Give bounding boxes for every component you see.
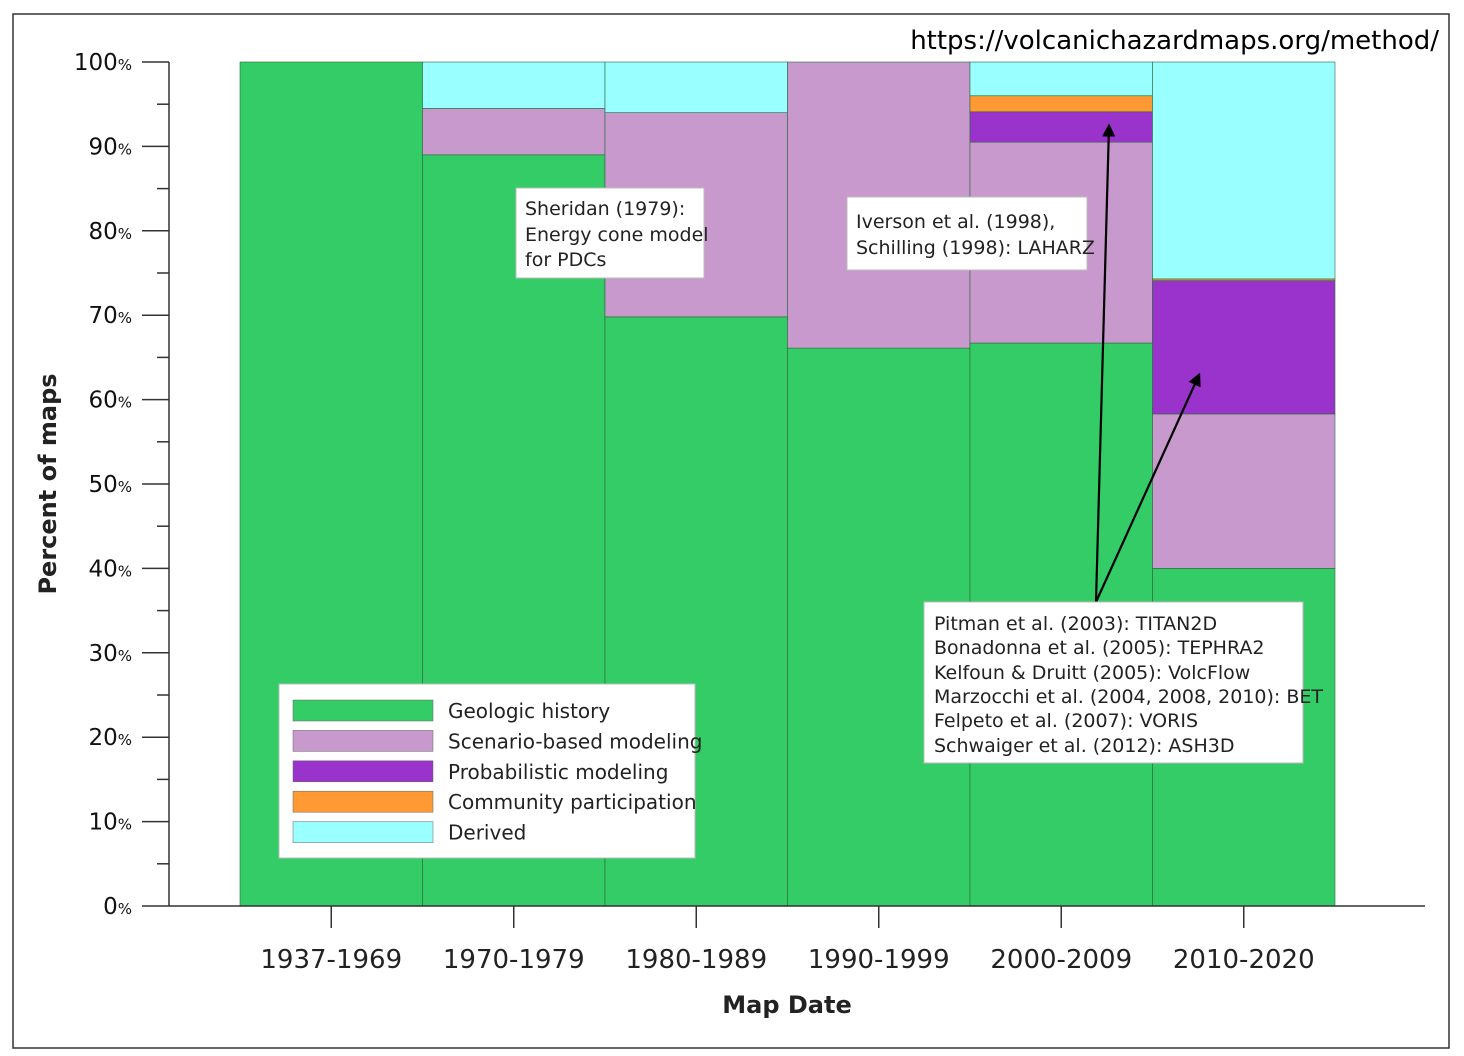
annotation-pitman: Pitman et al. (2003): TITAN2D Bonadonna … <box>923 601 1323 764</box>
annotation-sheridan: Sheridan (1979): Energy cone model for P… <box>515 187 709 279</box>
legend-swatch-probabilistic-modeling <box>292 760 434 783</box>
y-tick-label: 60% <box>88 388 132 414</box>
bar-probabilistic-modeling <box>1152 280 1336 415</box>
arrow-to-2010-2020-probabilistic <box>1094 372 1201 603</box>
annotation-pitman-line: Marzocchi et al. (2004, 2008, 2010): BET <box>934 686 1323 708</box>
y-tick-label: 40% <box>88 556 132 582</box>
x-tick-label: 1980-1989 <box>625 945 767 975</box>
bar-scenario-based-modeling <box>1152 413 1336 569</box>
bar-scenario-based-modeling <box>422 108 606 156</box>
figure-frame <box>12 13 1450 1049</box>
x-tick-label: 1937-1969 <box>260 945 402 975</box>
legend: Geologic history Scenario-based modeling P… <box>278 683 702 859</box>
bar-probabilistic-modeling <box>969 111 1153 143</box>
y-axis-ticks: 0% 10% 20% 30% 40% 50% 60% 70% 80% 90% 100% <box>74 50 169 920</box>
bar-derived <box>969 61 1153 97</box>
annotation-sheridan-line: Sheridan (1979): <box>525 198 685 220</box>
legend-label-geologic-history: Geologic history <box>448 699 610 723</box>
bar-community-participation <box>969 95 1153 113</box>
legend-label-scenario-based-modeling: Scenario-based modeling <box>448 729 702 753</box>
bar-derived <box>1152 61 1336 280</box>
legend-label-probabilistic-modeling: Probabilistic modeling <box>448 760 668 784</box>
annotation-pitman-line: Schwaiger et al. (2012): ASH3D <box>934 735 1234 757</box>
annotation-sheridan-box <box>515 187 705 279</box>
legend-label-community-participation: Community participation <box>448 790 697 814</box>
source-url: https://volcanichazardmaps.org/method/ <box>910 26 1439 56</box>
annotation-iverson-box <box>846 196 1088 271</box>
y-tick-label: 30% <box>88 641 132 667</box>
x-tick-label: 2010-2020 <box>1173 945 1315 975</box>
x-tick-label: 1990-1999 <box>808 945 950 975</box>
x-axis-title: Map Date <box>722 991 851 1019</box>
legend-label-derived: Derived <box>448 821 526 845</box>
legend-swatch-scenario-based-modeling <box>292 730 434 752</box>
x-tick-label: 1970-1979 <box>443 945 585 975</box>
y-tick-label: 0% <box>103 894 132 920</box>
arrow-to-2000-2009-probabilistic <box>1094 123 1116 603</box>
y-tick-label: 10% <box>88 810 132 836</box>
annotation-sheridan-line: Energy cone model <box>525 224 709 246</box>
legend-swatch-geologic-history <box>292 699 434 722</box>
y-tick-label: 100% <box>74 50 132 76</box>
annotation-pitman-line: Kelfoun & Druitt (2005): VolcFlow <box>934 662 1250 684</box>
legend-swatch-community-participation <box>292 790 434 813</box>
legend-swatch-derived <box>292 821 434 843</box>
y-tick-label: 90% <box>88 134 132 160</box>
y-tick-label: 20% <box>88 725 132 751</box>
annotation-arrows <box>1094 123 1201 603</box>
x-tick-label: 2000-2009 <box>990 945 1132 975</box>
annotation-iverson-line: Iverson et al. (1998), <box>856 211 1055 233</box>
annotation-iverson: Iverson et al. (1998), Schilling (1998):… <box>846 196 1095 271</box>
annotation-pitman-box <box>923 601 1304 764</box>
annotation-pitman-line: Pitman et al. (2003): TITAN2D <box>934 613 1217 635</box>
y-tick-label: 50% <box>88 472 132 498</box>
x-axis-ticks: 1937-1969 1970-1979 1980-1989 1990-1999 2000… <box>260 906 1315 975</box>
annotation-pitman-line: Felpeto et al. (2007): VORIS <box>934 710 1198 732</box>
bar-derived <box>604 61 788 113</box>
y-tick-label: 70% <box>88 303 132 329</box>
bar-derived <box>422 61 606 109</box>
annotation-sheridan-line: for PDCs <box>525 249 606 271</box>
y-axis-title: Percent of maps <box>34 373 62 594</box>
annotation-iverson-line: Schilling (1998): LAHARZ <box>856 237 1095 259</box>
y-tick-label: 80% <box>88 219 132 245</box>
annotation-pitman-line: Bonadonna et al. (2005): TEPHRA2 <box>934 637 1264 659</box>
